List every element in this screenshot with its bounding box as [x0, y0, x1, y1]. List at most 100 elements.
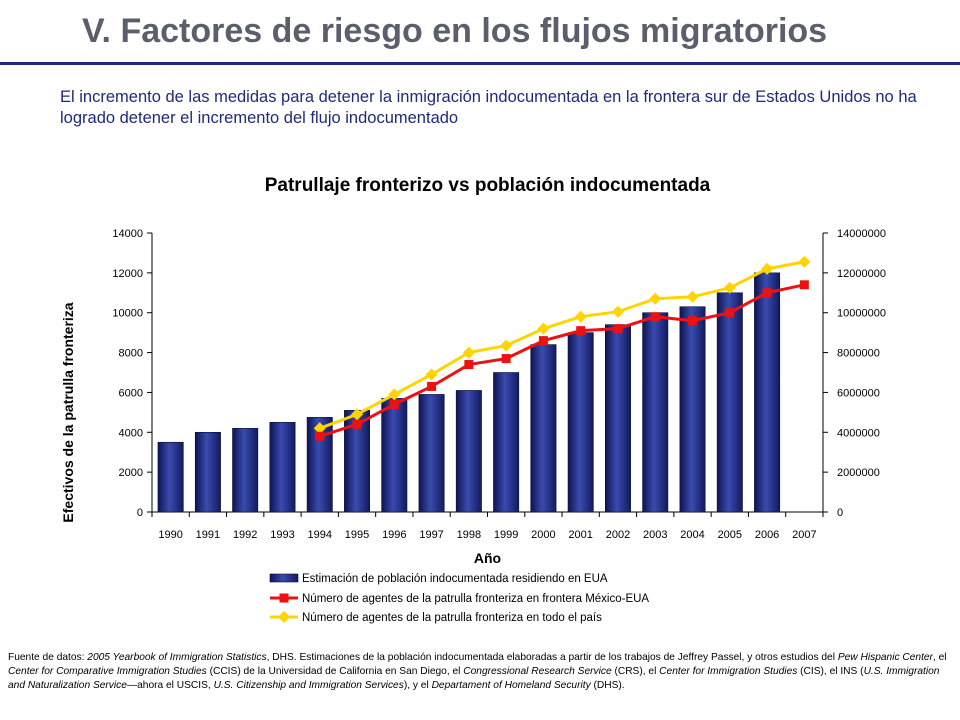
- slide-title: V. Factores de riesgo en los flujos migr…: [82, 12, 828, 50]
- footnote-text: (CCIS) de la Universidad de California e…: [206, 666, 464, 677]
- x-tick-label: 1992: [233, 529, 257, 541]
- y2-tick-label: 0: [837, 507, 843, 519]
- x-tick-label: 2001: [568, 529, 592, 541]
- point-border-agents: [688, 316, 698, 326]
- point-border-agents: [464, 360, 474, 370]
- x-tick-label: 2002: [606, 529, 630, 541]
- bar-undocumented-population: [604, 324, 631, 513]
- y-tick-label: 4000: [119, 427, 143, 439]
- point-border-agents: [576, 326, 586, 336]
- point-national-agents: [462, 346, 475, 359]
- slide-subtitle: El incremento de las medidas para detene…: [60, 88, 917, 127]
- bar-undocumented-population: [455, 390, 482, 513]
- point-national-agents: [537, 322, 550, 335]
- point-national-agents: [313, 422, 326, 435]
- footnote-text: , DHS. Estimaciones de la población indo…: [266, 652, 838, 663]
- point-national-agents: [798, 255, 811, 268]
- bar-undocumented-population: [232, 427, 259, 513]
- point-national-agents: [425, 368, 438, 381]
- y-axis-label: Efectivos de la patrulla fronteriza: [60, 302, 76, 522]
- footnote-italic: Center for Comparative Immigration Studi…: [8, 666, 207, 677]
- x-tick-label: 1993: [270, 529, 294, 541]
- bar-undocumented-population: [269, 422, 296, 513]
- bar-undocumented-population: [642, 312, 669, 513]
- point-border-agents: [725, 308, 735, 318]
- point-border-agents: [389, 399, 399, 409]
- point-national-agents: [611, 305, 624, 318]
- title-divider: [0, 62, 960, 65]
- point-national-agents: [723, 281, 736, 294]
- legend-label: Número de agentes de la patrulla fronter…: [302, 612, 602, 624]
- x-axis-label: Año: [474, 550, 501, 566]
- y2-tick-label: 14000000: [837, 228, 886, 240]
- legend-label: Estimación de población indocumentada re…: [302, 573, 608, 585]
- y-tick-label: 6000: [119, 387, 143, 399]
- x-tick-label: 1991: [196, 529, 220, 541]
- bar-undocumented-population: [530, 344, 557, 513]
- point-border-agents: [538, 336, 548, 346]
- x-tick-label: 1995: [345, 529, 369, 541]
- y-tick-label: 12000: [112, 268, 143, 280]
- legend-label: Número de agentes de la patrulla fronter…: [302, 593, 649, 605]
- line-border-agents: [319, 283, 805, 438]
- footnote-italic: 2005 Yearbook of Immigration Statistics: [87, 652, 267, 663]
- footnote-text: —ahora el USCIS,: [126, 680, 214, 691]
- point-national-agents: [649, 292, 662, 305]
- y2-tick-label: 2000000: [837, 467, 880, 479]
- point-border-agents: [315, 431, 325, 441]
- y-tick-label: 0: [137, 507, 143, 519]
- bar-undocumented-population: [493, 372, 520, 513]
- footnote-italic: Center for Immigration Studies: [659, 666, 798, 677]
- point-border-agents: [613, 324, 623, 334]
- footnote-text: (CRS), el: [611, 666, 660, 677]
- footnote-italic: Congressional Research Service: [463, 666, 612, 677]
- footnote-text: (CIS), el INS (: [797, 666, 864, 677]
- point-border-agents: [650, 312, 660, 322]
- x-tick-label: 2007: [792, 529, 816, 541]
- x-tick-label: 2003: [643, 529, 667, 541]
- y-tick-label: 2000: [119, 467, 143, 479]
- bar-undocumented-population: [754, 272, 781, 513]
- bar-undocumented-population: [679, 306, 706, 513]
- y-tick-label: 14000: [112, 228, 143, 240]
- bar-undocumented-population: [567, 332, 594, 513]
- point-border-agents: [352, 419, 362, 429]
- footnote-text: ), y el: [403, 680, 432, 691]
- x-tick-label: 1997: [419, 529, 443, 541]
- x-tick-label: 2006: [755, 529, 779, 541]
- x-tick-label: 2000: [531, 529, 555, 541]
- x-tick-label: 1998: [457, 529, 481, 541]
- y2-tick-label: 10000000: [837, 308, 886, 320]
- point-border-agents: [427, 381, 437, 391]
- footnote-italic: U.S. Immigration and Naturalization Serv…: [8, 666, 940, 691]
- legend-swatch-marker: [278, 611, 290, 623]
- legend-swatch-bar: [269, 573, 299, 583]
- x-tick-label: 1999: [494, 529, 518, 541]
- y2-tick-label: 8000000: [837, 348, 880, 360]
- x-tick-label: 2005: [718, 529, 742, 541]
- point-national-agents: [388, 388, 401, 401]
- x-tick-label: 1990: [158, 529, 182, 541]
- point-national-agents: [574, 310, 587, 323]
- y2-tick-label: 6000000: [837, 387, 880, 399]
- bar-undocumented-population: [157, 441, 184, 513]
- point-border-agents: [501, 354, 511, 364]
- legend-swatch-marker: [279, 593, 289, 603]
- source-footnote: Fuente de datos: 2005 Yearbook of Immigr…: [8, 651, 948, 693]
- footnote-text: Fuente de datos:: [8, 652, 88, 663]
- bar-undocumented-population: [418, 394, 445, 513]
- y-tick-label: 8000: [119, 348, 143, 360]
- y-tick-label: 10000: [112, 308, 143, 320]
- bar-undocumented-population: [381, 398, 408, 513]
- point-national-agents: [761, 262, 774, 275]
- footnote-text: (DHS).: [590, 680, 625, 691]
- footnote-italic: Pew Hispanic Center: [837, 652, 933, 663]
- footnote-text: , el: [932, 652, 947, 663]
- x-tick-label: 1996: [382, 529, 406, 541]
- chart-title: Patrullaje fronterizo vs población indoc…: [265, 175, 711, 196]
- x-tick-label: 1994: [308, 529, 332, 541]
- point-national-agents: [351, 408, 364, 421]
- footnote-italic: Departament of Homeland Security: [431, 680, 591, 691]
- y2-tick-label: 12000000: [837, 268, 886, 280]
- footnote-italic: U.S. Citizenship and Immigration Service…: [213, 680, 404, 691]
